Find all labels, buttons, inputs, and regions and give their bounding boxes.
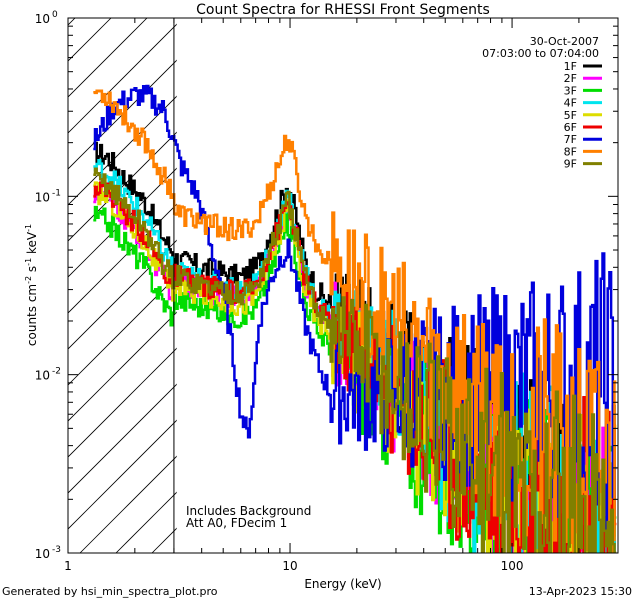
legend-entry: 6F: [564, 121, 602, 134]
x-tick-label: 10: [282, 559, 297, 573]
legend-entry: 3F: [564, 84, 602, 97]
date-label: 30-Oct-2007: [530, 35, 599, 48]
legend-entry: 8F: [564, 145, 602, 158]
y-label-part: counts cm: [25, 284, 39, 346]
hatch-line: [68, 18, 76, 26]
legend: 1F 2F 3F 4F 5F 6F 7F 8F 9F: [564, 60, 602, 171]
y-tick-label: 10 -3: [35, 545, 61, 561]
y-label-part: s: [25, 266, 39, 276]
legend-label: 1F: [564, 60, 577, 73]
legend-label: 2F: [564, 72, 577, 85]
hatch-line: [68, 167, 177, 278]
y-tick-label: 10 0: [35, 10, 58, 26]
legend-entry: 9F: [564, 158, 602, 171]
hatch-line: [68, 59, 177, 170]
x-tick-label: 100: [501, 559, 524, 573]
y-tick-exponent: -3: [52, 545, 61, 555]
y-tick-base: 10: [35, 369, 50, 383]
legend-label: 6F: [564, 121, 577, 134]
footer-generated-by: Generated by hsi_min_spectra_plot.pro: [2, 585, 218, 598]
x-axis-label: Energy (keV): [304, 577, 381, 591]
series-line-7F: [93, 84, 617, 533]
y-tick-label: 10 -2: [35, 367, 61, 383]
hatch-line: [68, 23, 177, 134]
legend-label: 3F: [564, 84, 577, 97]
y-tick-base: 10: [35, 547, 50, 561]
hatch-line: [68, 239, 177, 350]
legend-entry: 2F: [564, 72, 602, 85]
axis-ticks: [67, 17, 619, 554]
legend-entry: 1F: [564, 60, 602, 73]
legend-label: 7F: [564, 133, 577, 146]
hatch-line: [68, 18, 112, 62]
legend-label: 4F: [564, 97, 577, 110]
y-tick-base: 10: [35, 12, 50, 26]
hatch-line: [68, 419, 177, 530]
annotation-background: Includes Background: [186, 504, 311, 518]
footer-timestamp: 13-Apr-2023 15:30: [529, 585, 632, 598]
hatch-line: [68, 95, 177, 206]
legend-label: 5F: [564, 109, 577, 122]
time-range-label: 07:03:00 to 07:04:00: [482, 47, 599, 60]
y-label-exp: -2: [24, 276, 33, 284]
legend-entry: 7F: [564, 133, 602, 146]
y-tick-base: 10: [35, 190, 50, 204]
legend-label: 9F: [564, 158, 577, 171]
y-axis-label: counts cm-2 s-1 keV-1: [24, 224, 39, 346]
hatch-line: [68, 383, 177, 494]
annotation-attenuator: Att A0, FDecim 1: [186, 516, 287, 530]
chart-title: Count Spectra for RHESSI Front Segments: [196, 2, 490, 18]
hatch-line: [68, 18, 148, 98]
y-label-exp: -1: [24, 258, 33, 266]
legend-entry: 5F: [564, 109, 602, 122]
legend-label: 8F: [564, 145, 577, 158]
series-line-8F: [93, 89, 617, 553]
legend-entry: 4F: [564, 97, 602, 110]
y-tick-exponent: -2: [52, 367, 61, 377]
y-tick-label: 10 -1: [35, 188, 61, 204]
y-tick-exponent: 0: [52, 10, 58, 20]
series-line-9F: [93, 167, 617, 553]
plot-frame: [67, 17, 619, 554]
y-label-exp: -1: [24, 224, 33, 232]
series-layer: [93, 84, 617, 553]
y-tick-exponent: -1: [52, 188, 61, 198]
x-tick-label: 1: [64, 559, 72, 573]
hatch-line: [68, 347, 177, 458]
y-label-part: keV: [25, 231, 39, 258]
hatch-line: [0, 0, 104, 553]
